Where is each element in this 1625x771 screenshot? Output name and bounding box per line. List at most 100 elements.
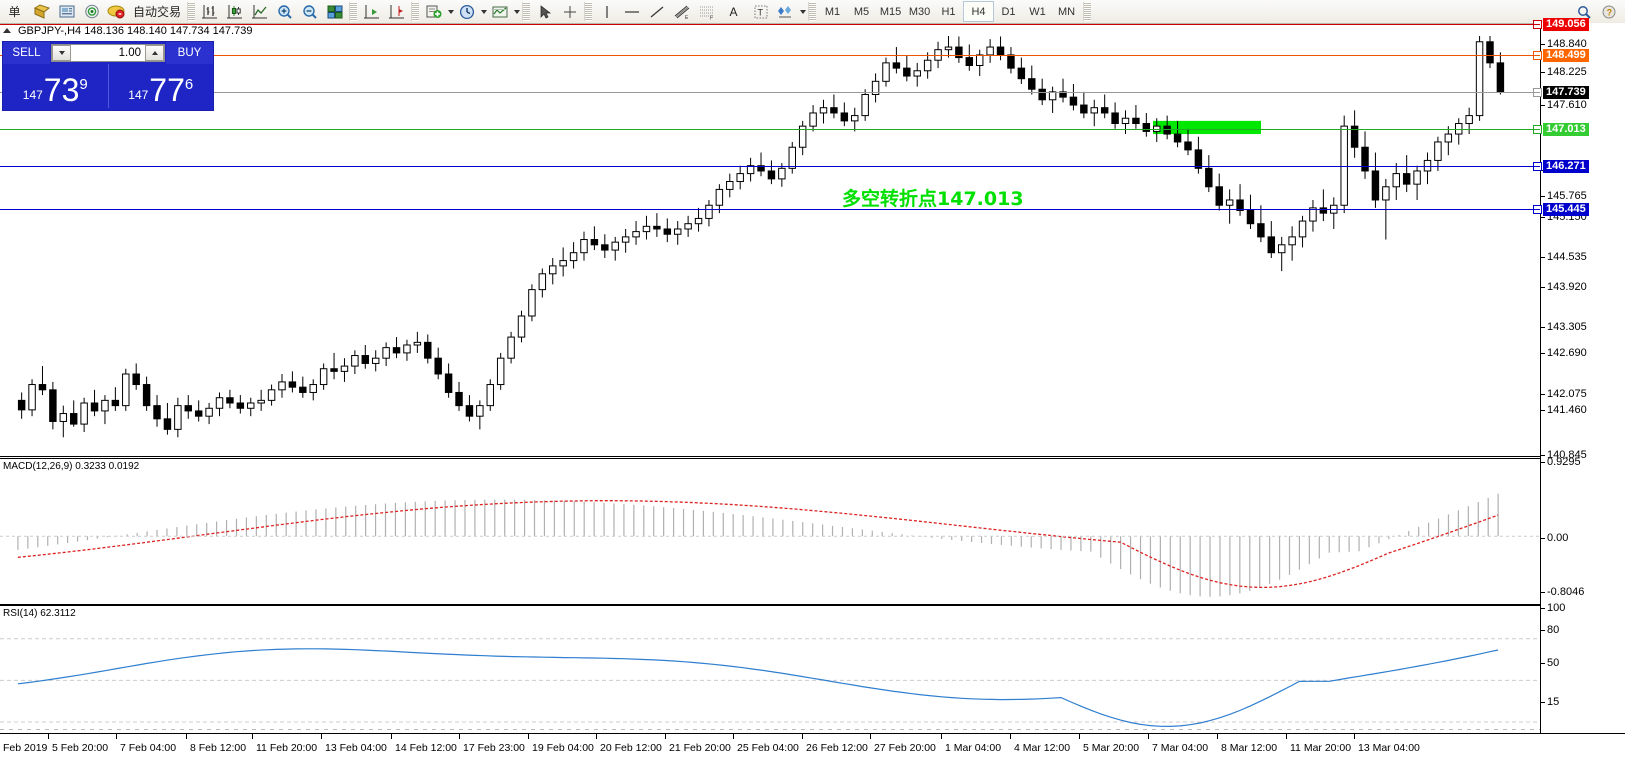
time-tick-mark xyxy=(252,734,253,739)
fibonacci-icon[interactable]: F xyxy=(694,1,719,22)
price-tick: 141.460 xyxy=(1541,404,1587,416)
macd-subwindow[interactable]: MACD(12,26,9) 0.3233 0.0192 xyxy=(0,458,1540,605)
horizontal-price-line[interactable] xyxy=(0,129,1540,130)
time-tick-label: 20 Feb 12:00 xyxy=(600,742,662,754)
vertical-line-icon[interactable] xyxy=(594,1,619,22)
symbol-ohlc-bar: GBPJPY-,H4 148.136 148.140 147.734 147.7… xyxy=(0,25,1540,37)
chevron-down-icon[interactable] xyxy=(514,9,521,14)
volume-stepper[interactable]: 1.00 xyxy=(51,44,165,62)
tile-windows-icon[interactable] xyxy=(322,1,347,22)
timeframe-h1[interactable]: H1 xyxy=(941,5,956,18)
timeframe-d1[interactable]: D1 xyxy=(1001,5,1016,18)
time-tick-label: 1 Mar 04:00 xyxy=(945,742,1002,754)
horizontal-line-icon[interactable] xyxy=(619,1,644,22)
cursor-icon[interactable] xyxy=(532,1,557,22)
timeframe-mn[interactable]: MN xyxy=(1057,5,1076,18)
time-tick-mark xyxy=(1010,734,1011,739)
timeframe-m30[interactable]: M30 xyxy=(908,5,931,18)
equidistant-channel-icon[interactable]: E xyxy=(669,1,694,22)
time-tick-mark xyxy=(596,734,597,739)
help-icon[interactable]: ? xyxy=(1596,1,1621,22)
collapse-triangle-icon[interactable] xyxy=(3,28,11,33)
time-scale[interactable]: Feb 2019 5 Feb 20:00 7 Feb 04:00 8 Feb 12:0… xyxy=(0,733,1625,771)
time-tick-mark xyxy=(48,734,49,739)
candlestick-chart-icon[interactable] xyxy=(222,1,247,22)
bar-chart-icon[interactable] xyxy=(197,1,222,22)
new-indicator-icon[interactable] xyxy=(421,1,446,22)
timeframe-h4[interactable]: H4 xyxy=(963,1,995,22)
price-tick: 148.225 xyxy=(1541,66,1587,78)
chevron-up-icon xyxy=(151,51,158,55)
time-tick-mark xyxy=(733,734,734,739)
period-clock-icon[interactable] xyxy=(454,1,479,22)
sell-price-display[interactable]: 147 73 9 xyxy=(3,64,108,108)
buy-price-display[interactable]: 147 77 6 xyxy=(107,64,214,108)
price-level-label[interactable]: 149.056 xyxy=(1543,18,1589,31)
rsi-label: RSI(14) 62.3112 xyxy=(3,608,76,619)
time-tick-mark xyxy=(1148,734,1149,739)
signal-icon[interactable] xyxy=(79,1,104,22)
auto-trading-label[interactable]: 自动交易 xyxy=(133,5,182,19)
buy-price-integer: 147 xyxy=(128,88,149,102)
time-tick-label: Feb 2019 xyxy=(3,742,48,754)
horizontal-price-line[interactable] xyxy=(0,92,1540,93)
toolbar-separator xyxy=(411,2,420,21)
trend-line-icon[interactable] xyxy=(644,1,669,22)
macd-series xyxy=(0,493,1540,597)
timeframe-w1[interactable]: W1 xyxy=(1029,5,1046,18)
cloud-red-icon[interactable] xyxy=(104,1,129,22)
time-tick-mark xyxy=(870,734,871,739)
horizontal-price-line[interactable] xyxy=(0,166,1540,167)
folder-yellow-icon[interactable] xyxy=(29,1,54,22)
volume-decrease-button[interactable] xyxy=(52,45,71,61)
zoom-out-icon[interactable] xyxy=(297,1,322,22)
price-tick: 142.690 xyxy=(1541,347,1587,359)
zoom-in-icon[interactable] xyxy=(272,1,297,22)
toolbar-separator xyxy=(1083,2,1092,21)
indicator-tick: 80 xyxy=(1541,624,1559,636)
shapes-icon[interactable] xyxy=(773,1,798,22)
line-chart-icon[interactable] xyxy=(247,1,272,22)
chart-shift-icon[interactable] xyxy=(384,1,409,22)
horizontal-price-line[interactable] xyxy=(0,55,1540,56)
price-level-label[interactable]: 145.445 xyxy=(1543,203,1589,216)
price-scale[interactable]: 148.840148.225147.610146.995145.765145.1… xyxy=(1533,18,1625,733)
chart-annotation-text: 多空转折点147.013 xyxy=(842,188,1024,210)
chevron-down-icon[interactable] xyxy=(800,9,807,14)
news-icon[interactable] xyxy=(54,1,79,22)
chevron-down-icon[interactable] xyxy=(448,9,455,14)
time-tick-label: 8 Feb 12:00 xyxy=(190,742,247,754)
auto-scroll-icon[interactable] xyxy=(359,1,384,22)
volume-increase-button[interactable] xyxy=(145,45,164,61)
time-grid-dots xyxy=(0,729,1540,730)
time-tick-mark xyxy=(459,734,460,739)
indicator-tick: 100 xyxy=(1541,602,1565,614)
toolbar-separator xyxy=(349,2,358,21)
timeframe-m15[interactable]: M15 xyxy=(879,5,902,18)
sell-price-integer: 147 xyxy=(22,88,43,102)
horizontal-price-line[interactable] xyxy=(0,209,1540,210)
price-level-label[interactable]: 147.739 xyxy=(1543,86,1589,99)
chevron-down-icon[interactable] xyxy=(481,9,488,14)
main-toolbar: 单 自动交易 xyxy=(0,0,1625,24)
price-level-label[interactable]: 146.271 xyxy=(1543,160,1589,173)
text-box-icon[interactable]: T xyxy=(748,1,773,22)
menu-char-label[interactable]: 单 xyxy=(8,5,21,19)
horizontal-price-line[interactable] xyxy=(0,24,1540,25)
rsi-subwindow[interactable]: RSI(14) 62.3112 xyxy=(0,605,1540,735)
crosshair-icon[interactable] xyxy=(557,1,582,22)
price-tick: 144.535 xyxy=(1541,251,1587,263)
one-click-trading-panel[interactable]: SELL 1.00 BUY 147 73 9 147 77 6 xyxy=(2,41,214,111)
timeframe-m5[interactable]: M5 xyxy=(853,5,870,18)
sell-button[interactable]: SELL xyxy=(3,42,50,64)
templates-icon[interactable] xyxy=(487,1,512,22)
text-label-icon[interactable]: A xyxy=(729,4,738,19)
price-chart[interactable]: 多空转折点147.013 xyxy=(0,25,1540,457)
price-level-label[interactable]: 147.013 xyxy=(1543,123,1589,136)
volume-input[interactable]: 1.00 xyxy=(71,45,145,61)
buy-button[interactable]: BUY xyxy=(166,42,213,64)
search-icon[interactable] xyxy=(1571,1,1596,22)
price-level-label[interactable]: 148.499 xyxy=(1543,49,1589,62)
timeframe-m1[interactable]: M1 xyxy=(824,5,841,18)
octp-prices-row: 147 73 9 147 77 6 xyxy=(3,64,213,108)
